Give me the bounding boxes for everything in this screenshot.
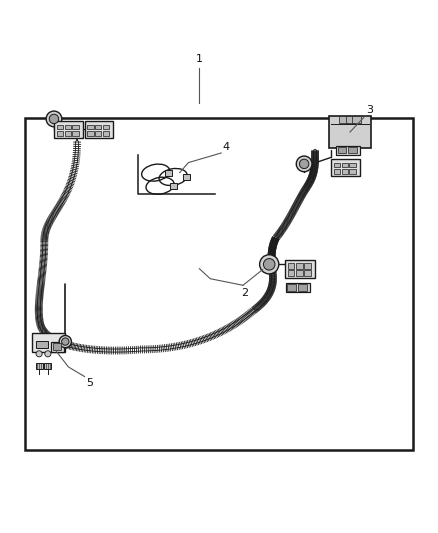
- Bar: [342, 169, 348, 174]
- Bar: [296, 270, 303, 276]
- Bar: [339, 116, 348, 123]
- Bar: [35, 363, 42, 369]
- Bar: [287, 284, 296, 291]
- Bar: [304, 270, 311, 276]
- Bar: [334, 163, 340, 167]
- Bar: [346, 116, 354, 123]
- Bar: [332, 159, 360, 176]
- Bar: [170, 183, 177, 189]
- Bar: [334, 169, 340, 174]
- Bar: [72, 131, 79, 135]
- Bar: [297, 284, 307, 291]
- Circle shape: [46, 111, 62, 127]
- Bar: [183, 174, 190, 180]
- Bar: [103, 131, 109, 135]
- Bar: [35, 341, 48, 348]
- Text: 5: 5: [86, 378, 93, 388]
- Bar: [72, 125, 79, 130]
- Circle shape: [62, 338, 69, 345]
- Circle shape: [260, 255, 279, 274]
- Bar: [285, 260, 314, 278]
- Text: 1: 1: [196, 54, 203, 64]
- Bar: [57, 131, 63, 135]
- Circle shape: [36, 351, 42, 357]
- Circle shape: [45, 351, 51, 357]
- Bar: [350, 169, 356, 174]
- Bar: [165, 169, 172, 176]
- Bar: [95, 125, 102, 130]
- Bar: [95, 131, 102, 135]
- Bar: [44, 363, 51, 369]
- Bar: [25, 118, 413, 450]
- Bar: [51, 342, 64, 352]
- Circle shape: [296, 156, 312, 172]
- Bar: [64, 131, 71, 135]
- Bar: [304, 263, 311, 269]
- Bar: [296, 263, 303, 269]
- Bar: [85, 121, 113, 138]
- Bar: [87, 131, 94, 135]
- Bar: [286, 282, 310, 292]
- Bar: [57, 125, 63, 130]
- Bar: [54, 121, 82, 138]
- Text: 3: 3: [367, 104, 374, 115]
- Bar: [64, 125, 71, 130]
- Bar: [288, 263, 294, 269]
- Bar: [32, 333, 65, 352]
- Bar: [87, 125, 94, 130]
- Bar: [352, 116, 361, 123]
- Bar: [288, 270, 294, 276]
- Text: 2: 2: [241, 288, 248, 298]
- Bar: [338, 147, 346, 154]
- Bar: [348, 147, 357, 154]
- Bar: [53, 343, 61, 350]
- Bar: [350, 163, 356, 167]
- Text: 4: 4: [223, 142, 230, 152]
- Bar: [103, 125, 109, 130]
- Bar: [329, 116, 371, 148]
- Circle shape: [49, 114, 59, 124]
- Circle shape: [59, 335, 71, 348]
- Bar: [342, 163, 348, 167]
- Circle shape: [263, 259, 275, 270]
- Bar: [336, 146, 360, 155]
- Circle shape: [300, 159, 309, 168]
